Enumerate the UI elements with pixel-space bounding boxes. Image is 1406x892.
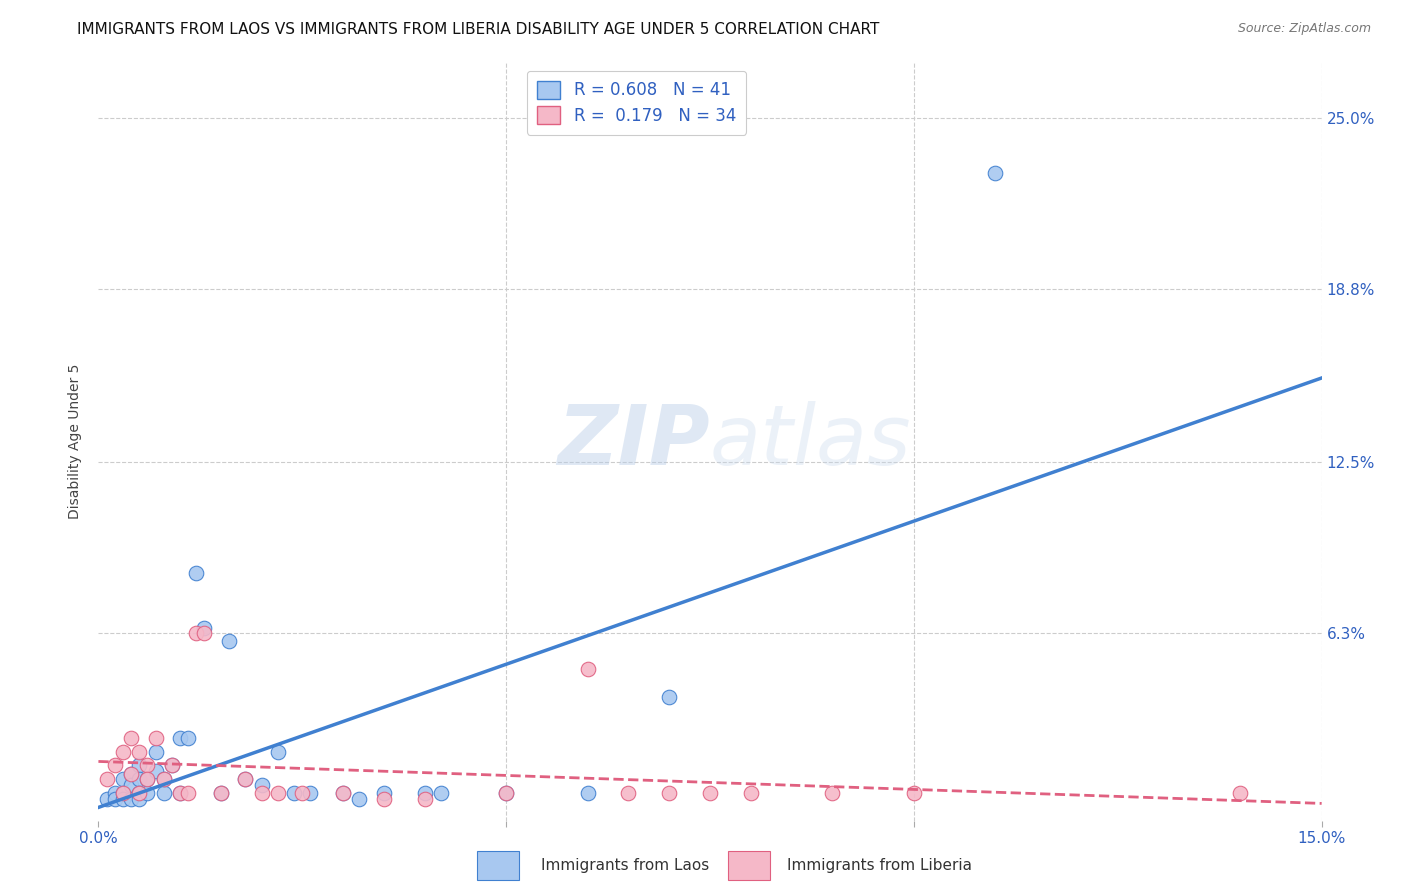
Point xyxy=(136,758,159,772)
Point xyxy=(128,791,150,805)
Point xyxy=(169,786,191,800)
Point xyxy=(177,731,200,745)
Point xyxy=(267,745,290,759)
Point xyxy=(291,786,314,800)
Point xyxy=(145,745,167,759)
Point xyxy=(120,731,142,745)
Point xyxy=(128,786,150,800)
Point xyxy=(495,786,517,800)
Point xyxy=(152,786,174,800)
Point xyxy=(658,786,681,800)
Point xyxy=(160,758,183,772)
Point xyxy=(299,786,322,800)
Point xyxy=(617,786,640,800)
Point xyxy=(430,786,453,800)
Point xyxy=(177,786,200,800)
Point xyxy=(128,758,150,772)
Point xyxy=(128,745,150,759)
Point xyxy=(699,786,721,800)
Point xyxy=(169,786,191,800)
Point xyxy=(186,626,208,640)
Point xyxy=(250,778,273,792)
Point xyxy=(111,786,134,800)
Point xyxy=(193,621,215,635)
Text: atlas: atlas xyxy=(710,401,911,482)
Point xyxy=(332,786,354,800)
Text: ZIP: ZIP xyxy=(557,401,710,482)
Point xyxy=(111,745,134,759)
Point xyxy=(740,786,762,800)
Point xyxy=(821,786,844,800)
Point xyxy=(136,786,159,800)
Point xyxy=(373,791,395,805)
Point xyxy=(267,786,290,800)
Legend: R = 0.608   N = 41, R =  0.179   N = 34: R = 0.608 N = 41, R = 0.179 N = 34 xyxy=(527,70,747,135)
Point xyxy=(152,772,174,787)
Point xyxy=(193,626,215,640)
Point xyxy=(576,662,599,676)
Point xyxy=(413,786,436,800)
Text: Immigrants from Liberia: Immigrants from Liberia xyxy=(786,858,972,872)
Point xyxy=(160,758,183,772)
Point xyxy=(658,690,681,704)
Point xyxy=(576,786,599,800)
Point xyxy=(332,786,354,800)
Point xyxy=(111,791,134,805)
Point xyxy=(1229,786,1251,800)
Point xyxy=(413,791,436,805)
Point xyxy=(111,772,134,787)
Point xyxy=(218,634,240,648)
Point xyxy=(152,772,174,787)
Point xyxy=(209,786,232,800)
Y-axis label: Disability Age Under 5: Disability Age Under 5 xyxy=(69,364,83,519)
Point xyxy=(283,786,305,800)
Point xyxy=(209,786,232,800)
Text: Source: ZipAtlas.com: Source: ZipAtlas.com xyxy=(1237,22,1371,36)
Point xyxy=(120,766,142,780)
Point xyxy=(495,786,517,800)
Point xyxy=(903,786,925,800)
Point xyxy=(120,778,142,792)
Point xyxy=(145,764,167,778)
Point xyxy=(233,772,256,787)
Point xyxy=(233,772,256,787)
Bar xyxy=(477,851,519,880)
Point xyxy=(136,772,159,787)
Bar xyxy=(728,851,770,880)
Text: Immigrants from Laos: Immigrants from Laos xyxy=(541,858,709,872)
Point xyxy=(104,791,127,805)
Point xyxy=(96,772,118,787)
Point xyxy=(349,791,371,805)
Point xyxy=(984,166,1007,180)
Point xyxy=(128,786,150,800)
Point xyxy=(128,772,150,787)
Point xyxy=(120,766,142,780)
Point xyxy=(136,772,159,787)
Point xyxy=(104,758,127,772)
Point xyxy=(111,786,134,800)
Point xyxy=(186,566,208,580)
Point xyxy=(169,731,191,745)
Point xyxy=(96,791,118,805)
Point xyxy=(250,786,273,800)
Point xyxy=(373,786,395,800)
Point xyxy=(120,791,142,805)
Text: IMMIGRANTS FROM LAOS VS IMMIGRANTS FROM LIBERIA DISABILITY AGE UNDER 5 CORRELATI: IMMIGRANTS FROM LAOS VS IMMIGRANTS FROM … xyxy=(77,22,880,37)
Point xyxy=(145,731,167,745)
Point xyxy=(104,786,127,800)
